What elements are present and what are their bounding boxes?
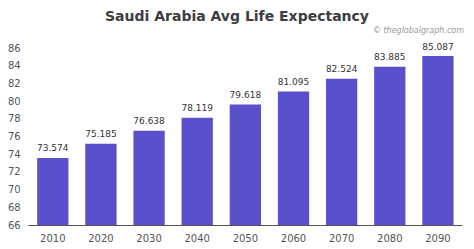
svg-text:78: 78 [8,113,21,124]
svg-text:72: 72 [8,166,21,177]
svg-text:2010: 2010 [40,233,65,244]
svg-text:Saudi Arabia Avg Life Expectan: Saudi Arabia Avg Life Expectancy [105,8,369,24]
svg-text:85.087: 85.087 [422,42,454,52]
svg-text:2030: 2030 [136,233,161,244]
svg-text:78.119: 78.119 [181,103,213,113]
svg-text:2090: 2090 [425,233,450,244]
svg-text:66: 66 [8,220,21,231]
svg-text:73.574: 73.574 [37,143,69,153]
svg-text:84: 84 [8,60,21,71]
svg-text:75.185: 75.185 [85,129,117,139]
svg-text:74: 74 [8,149,21,160]
svg-text:82: 82 [8,78,21,89]
svg-text:76: 76 [8,131,21,142]
svg-text:2060: 2060 [281,233,306,244]
svg-text:80: 80 [8,96,21,107]
svg-text:82.524: 82.524 [326,64,358,74]
svg-text:68: 68 [8,202,21,213]
svg-text:81.095: 81.095 [278,77,310,87]
svg-text:70: 70 [8,184,21,195]
svg-text:© theglobalgraph.com: © theglobalgraph.com [373,26,464,35]
svg-text:2070: 2070 [329,233,354,244]
svg-text:2050: 2050 [233,233,258,244]
svg-text:76.638: 76.638 [133,116,165,126]
svg-text:2040: 2040 [184,233,209,244]
svg-text:83.885: 83.885 [374,52,406,62]
svg-text:2020: 2020 [88,233,113,244]
svg-text:86: 86 [8,43,21,54]
svg-text:2080: 2080 [377,233,402,244]
svg-text:79.618: 79.618 [230,90,262,100]
